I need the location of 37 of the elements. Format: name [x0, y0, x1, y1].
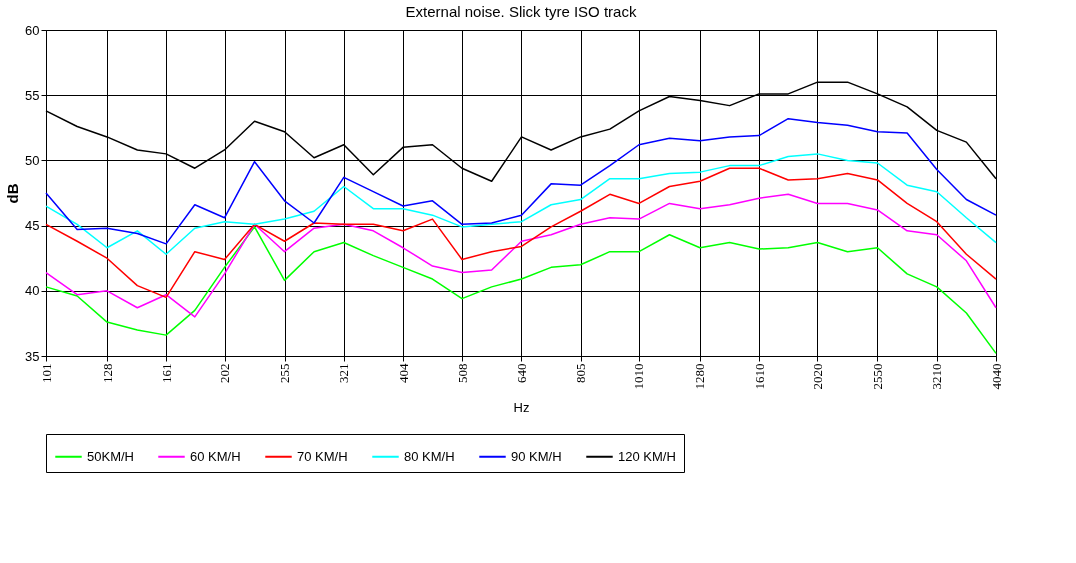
- line-series: [45, 193, 997, 318]
- legend-label: 80 KM/H: [404, 448, 455, 464]
- x-tick-label: 202: [217, 363, 233, 383]
- x-tick-label: 1610: [751, 363, 767, 390]
- x-tick-label: 101: [38, 363, 54, 383]
- x-tick-label: 161: [158, 363, 174, 383]
- x-tick-label: 404: [395, 363, 411, 383]
- x-tick-label: 805: [573, 363, 589, 383]
- x-axis-title: Hz: [513, 399, 530, 415]
- y-axis-title: dB: [4, 183, 22, 204]
- chart-title: External noise. Slick tyre ISO track: [405, 3, 637, 20]
- legend-label: 120 KM/H: [618, 448, 676, 464]
- legend-label: 50KM/H: [87, 448, 134, 464]
- line-series: [45, 167, 997, 299]
- x-tick-label: 1010: [631, 363, 647, 390]
- legend-label: 90 KM/H: [511, 448, 562, 464]
- x-tick-label: 3210: [929, 363, 945, 390]
- y-tick-label: 50: [25, 152, 40, 168]
- legend-label: 60 KM/H: [190, 448, 241, 464]
- x-tick-label: 640: [513, 363, 529, 383]
- x-tick-label: 4040: [988, 363, 1004, 390]
- y-tick-label: 60: [25, 22, 40, 38]
- x-tick-label: 2020: [809, 363, 825, 390]
- legend-label: 70 KM/H: [297, 448, 348, 464]
- x-tick-label: 2550: [870, 363, 885, 390]
- x-tick-label: 1280: [692, 363, 708, 390]
- x-tick-label: 128: [99, 363, 115, 383]
- y-tick-label: 35: [25, 348, 40, 364]
- line-series: [45, 153, 997, 256]
- y-tick-label: 45: [25, 218, 40, 234]
- y-tick-label: 40: [25, 283, 40, 299]
- x-tick-label: 255: [277, 363, 293, 383]
- line-series: [45, 117, 997, 245]
- x-tick-label: 508: [454, 363, 470, 383]
- x-tick-label: 321: [336, 363, 352, 383]
- line-series: [45, 226, 997, 355]
- y-tick-label: 55: [25, 87, 40, 103]
